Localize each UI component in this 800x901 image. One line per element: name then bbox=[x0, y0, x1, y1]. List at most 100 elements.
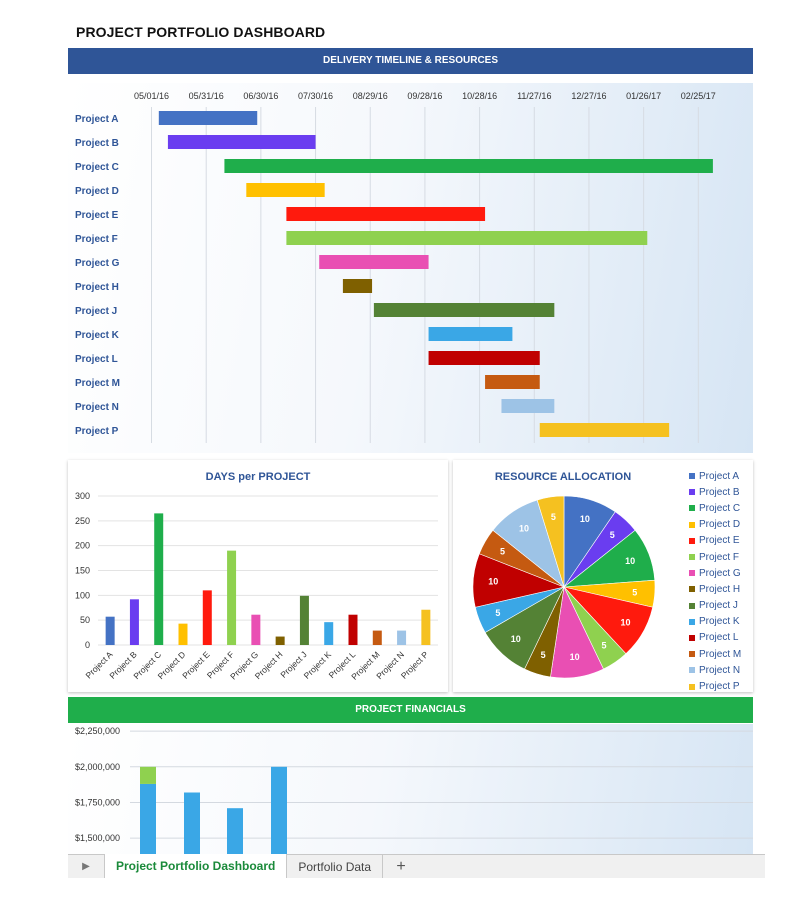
legend-label: Project E bbox=[699, 535, 740, 547]
pie-legend-item: Project P bbox=[689, 678, 741, 694]
days-bar bbox=[202, 590, 212, 645]
legend-swatch bbox=[689, 570, 695, 577]
legend-label: Project M bbox=[699, 648, 742, 660]
pie-data-label: 10 bbox=[580, 514, 590, 524]
days-y-tick: 0 bbox=[85, 640, 90, 650]
legend-label: Project L bbox=[699, 632, 739, 644]
days-y-tick: 200 bbox=[75, 541, 90, 551]
fin-bar bbox=[227, 808, 243, 856]
gantt-bar bbox=[373, 303, 555, 317]
days-x-tick: Project P bbox=[399, 649, 431, 681]
days-bar bbox=[348, 614, 358, 645]
pie-data-label: 5 bbox=[495, 608, 500, 618]
legend-label: Project G bbox=[699, 567, 741, 579]
pie-legend-item: Project J bbox=[689, 598, 741, 614]
legend-swatch bbox=[689, 537, 695, 544]
legend-swatch bbox=[689, 489, 695, 496]
pie-legend-item: Project G bbox=[689, 565, 741, 581]
tab-portfolio-data[interactable]: Portfolio Data bbox=[287, 855, 384, 878]
legend-swatch bbox=[689, 505, 695, 512]
pie-legend-item: Project M bbox=[689, 646, 741, 662]
days-bar bbox=[178, 623, 188, 645]
gantt-svg: 05/01/16 05/31/16 06/30/16 07/30/16 08/29/16… bbox=[75, 91, 716, 443]
legend-label: Project B bbox=[699, 486, 740, 498]
fin-y-tick: $1,750,000 bbox=[75, 797, 120, 807]
gantt-x-tick: 01/26/17 bbox=[626, 91, 661, 101]
sheet-tab-bar: ▶ Project Portfolio Dashboard Portfolio … bbox=[68, 854, 765, 878]
pie-legend-item: Project K bbox=[689, 614, 741, 630]
gantt-row-label: Project G bbox=[75, 258, 120, 269]
pie-data-label: 5 bbox=[601, 641, 606, 651]
gantt-row-label: Project F bbox=[75, 234, 118, 245]
gantt-x-tick: 05/31/16 bbox=[189, 91, 224, 101]
legend-label: Project A bbox=[699, 470, 740, 482]
gantt-bar bbox=[246, 183, 325, 197]
gantt-row-label: Project A bbox=[75, 114, 119, 125]
days-bar bbox=[105, 616, 115, 645]
gantt-bar bbox=[428, 327, 513, 341]
legend-label: Project P bbox=[699, 681, 740, 693]
tab-scroll-icon[interactable]: ▶ bbox=[82, 861, 90, 872]
pie-legend-item: Project B bbox=[689, 484, 741, 500]
pie-data-label: 10 bbox=[570, 652, 580, 662]
fin-bar-stack bbox=[140, 766, 156, 784]
pie-data-label: 5 bbox=[541, 650, 546, 660]
gantt-bar bbox=[539, 423, 670, 437]
gantt-bar bbox=[342, 279, 373, 293]
gantt-x-tick: 07/30/16 bbox=[298, 91, 333, 101]
pie-chart-title: RESOURCE ALLOCATION bbox=[495, 471, 631, 483]
legend-label: Project H bbox=[699, 583, 741, 595]
gantt-row-label: Project E bbox=[75, 210, 119, 221]
gantt-x-tick: 02/25/17 bbox=[681, 91, 716, 101]
gantt-row-label: Project B bbox=[75, 138, 119, 149]
legend-label: Project D bbox=[699, 519, 741, 531]
gantt-bar bbox=[485, 375, 540, 389]
gantt-row-label: Project N bbox=[75, 402, 119, 413]
gantt-bar bbox=[428, 351, 540, 365]
pie-legend-item: Project N bbox=[689, 662, 741, 678]
pie-legend-item: Project F bbox=[689, 549, 741, 565]
days-per-project-chart[interactable]: DAYS per PROJECT 0 50 100 150 200 250 300 Projec… bbox=[68, 460, 448, 692]
days-bar bbox=[324, 622, 334, 645]
fin-bar bbox=[140, 783, 156, 856]
tab-project-portfolio-dashboard[interactable]: Project Portfolio Dashboard bbox=[104, 854, 288, 878]
days-y-tick: 150 bbox=[75, 566, 90, 576]
gantt-chart[interactable]: 05/01/16 05/31/16 06/30/16 07/30/16 08/29/16… bbox=[68, 83, 753, 453]
gantt-x-tick: 05/01/16 bbox=[134, 91, 169, 101]
financials-header: PROJECT FINANCIALS bbox=[68, 697, 753, 723]
pie-legend-item: Project L bbox=[689, 630, 741, 646]
pie-data-label: 10 bbox=[625, 556, 635, 566]
days-bar bbox=[372, 630, 382, 645]
days-bar bbox=[299, 595, 309, 645]
pie-legend-item: Project D bbox=[689, 517, 741, 533]
add-sheet-button[interactable]: + bbox=[396, 857, 406, 875]
gantt-bar bbox=[286, 207, 486, 221]
resource-allocation-chart[interactable]: RESOURCE ALLOCATION 10 5 10 5 10 5 10 5 10 5 10 5 10 5… bbox=[453, 460, 753, 692]
legend-label: Project F bbox=[699, 551, 740, 563]
gantt-row-label: Project D bbox=[75, 186, 119, 197]
days-bar bbox=[227, 550, 237, 645]
fin-y-tick: $2,000,000 bbox=[75, 762, 120, 772]
gantt-bar bbox=[167, 135, 316, 149]
financials-chart[interactable]: $2,250,000 $2,000,000 $1,750,000 $1,500,000 bbox=[68, 724, 753, 856]
gantt-row-label: Project H bbox=[75, 282, 119, 293]
pie-legend-item: Project H bbox=[689, 581, 741, 597]
gantt-x-tick: 08/29/16 bbox=[353, 91, 388, 101]
pie-legend: Project A Project B Project C Project D Proj… bbox=[689, 468, 741, 695]
days-bar bbox=[251, 614, 261, 645]
legend-label: Project K bbox=[699, 616, 740, 628]
legend-swatch bbox=[689, 521, 695, 528]
fin-y-tick: $2,250,000 bbox=[75, 726, 120, 736]
legend-swatch bbox=[689, 554, 695, 561]
days-y-tick: 100 bbox=[75, 590, 90, 600]
gantt-bar bbox=[501, 399, 555, 413]
pie-legend-item: Project C bbox=[689, 500, 741, 516]
pie-data-label: 5 bbox=[500, 547, 505, 557]
gantt-bar bbox=[319, 255, 429, 269]
legend-swatch bbox=[689, 667, 695, 674]
days-bar bbox=[129, 599, 139, 645]
gantt-bar bbox=[286, 231, 648, 245]
pie-legend-item: Project A bbox=[689, 468, 741, 484]
days-chart-title: DAYS per PROJECT bbox=[206, 471, 311, 483]
gantt-x-tick: 11/27/16 bbox=[517, 91, 551, 101]
